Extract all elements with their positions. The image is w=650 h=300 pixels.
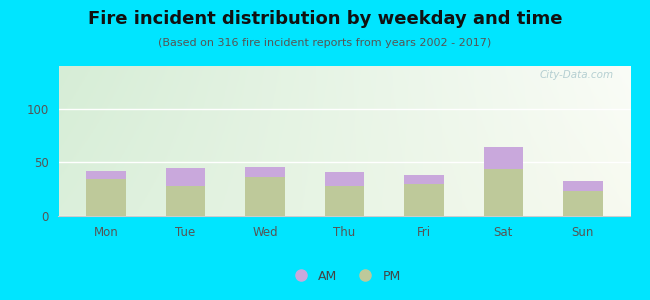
Bar bbox=[563, 191, 603, 216]
Bar bbox=[404, 184, 444, 216]
Text: Fire incident distribution by weekday and time: Fire incident distribution by weekday an… bbox=[88, 11, 562, 28]
Bar bbox=[166, 186, 205, 216]
Bar bbox=[563, 181, 603, 191]
Legend: AM, PM: AM, PM bbox=[283, 265, 406, 288]
Bar bbox=[324, 172, 365, 186]
Text: (Based on 316 fire incident reports from years 2002 - 2017): (Based on 316 fire incident reports from… bbox=[159, 38, 491, 47]
Bar bbox=[324, 186, 365, 216]
Bar bbox=[484, 169, 523, 216]
Bar bbox=[484, 147, 523, 169]
Bar bbox=[245, 167, 285, 177]
Bar bbox=[86, 171, 126, 178]
Bar bbox=[404, 175, 444, 184]
Bar bbox=[245, 177, 285, 216]
Text: City-Data.com: City-Data.com bbox=[540, 70, 614, 80]
Bar bbox=[166, 168, 205, 186]
Bar bbox=[86, 178, 126, 216]
